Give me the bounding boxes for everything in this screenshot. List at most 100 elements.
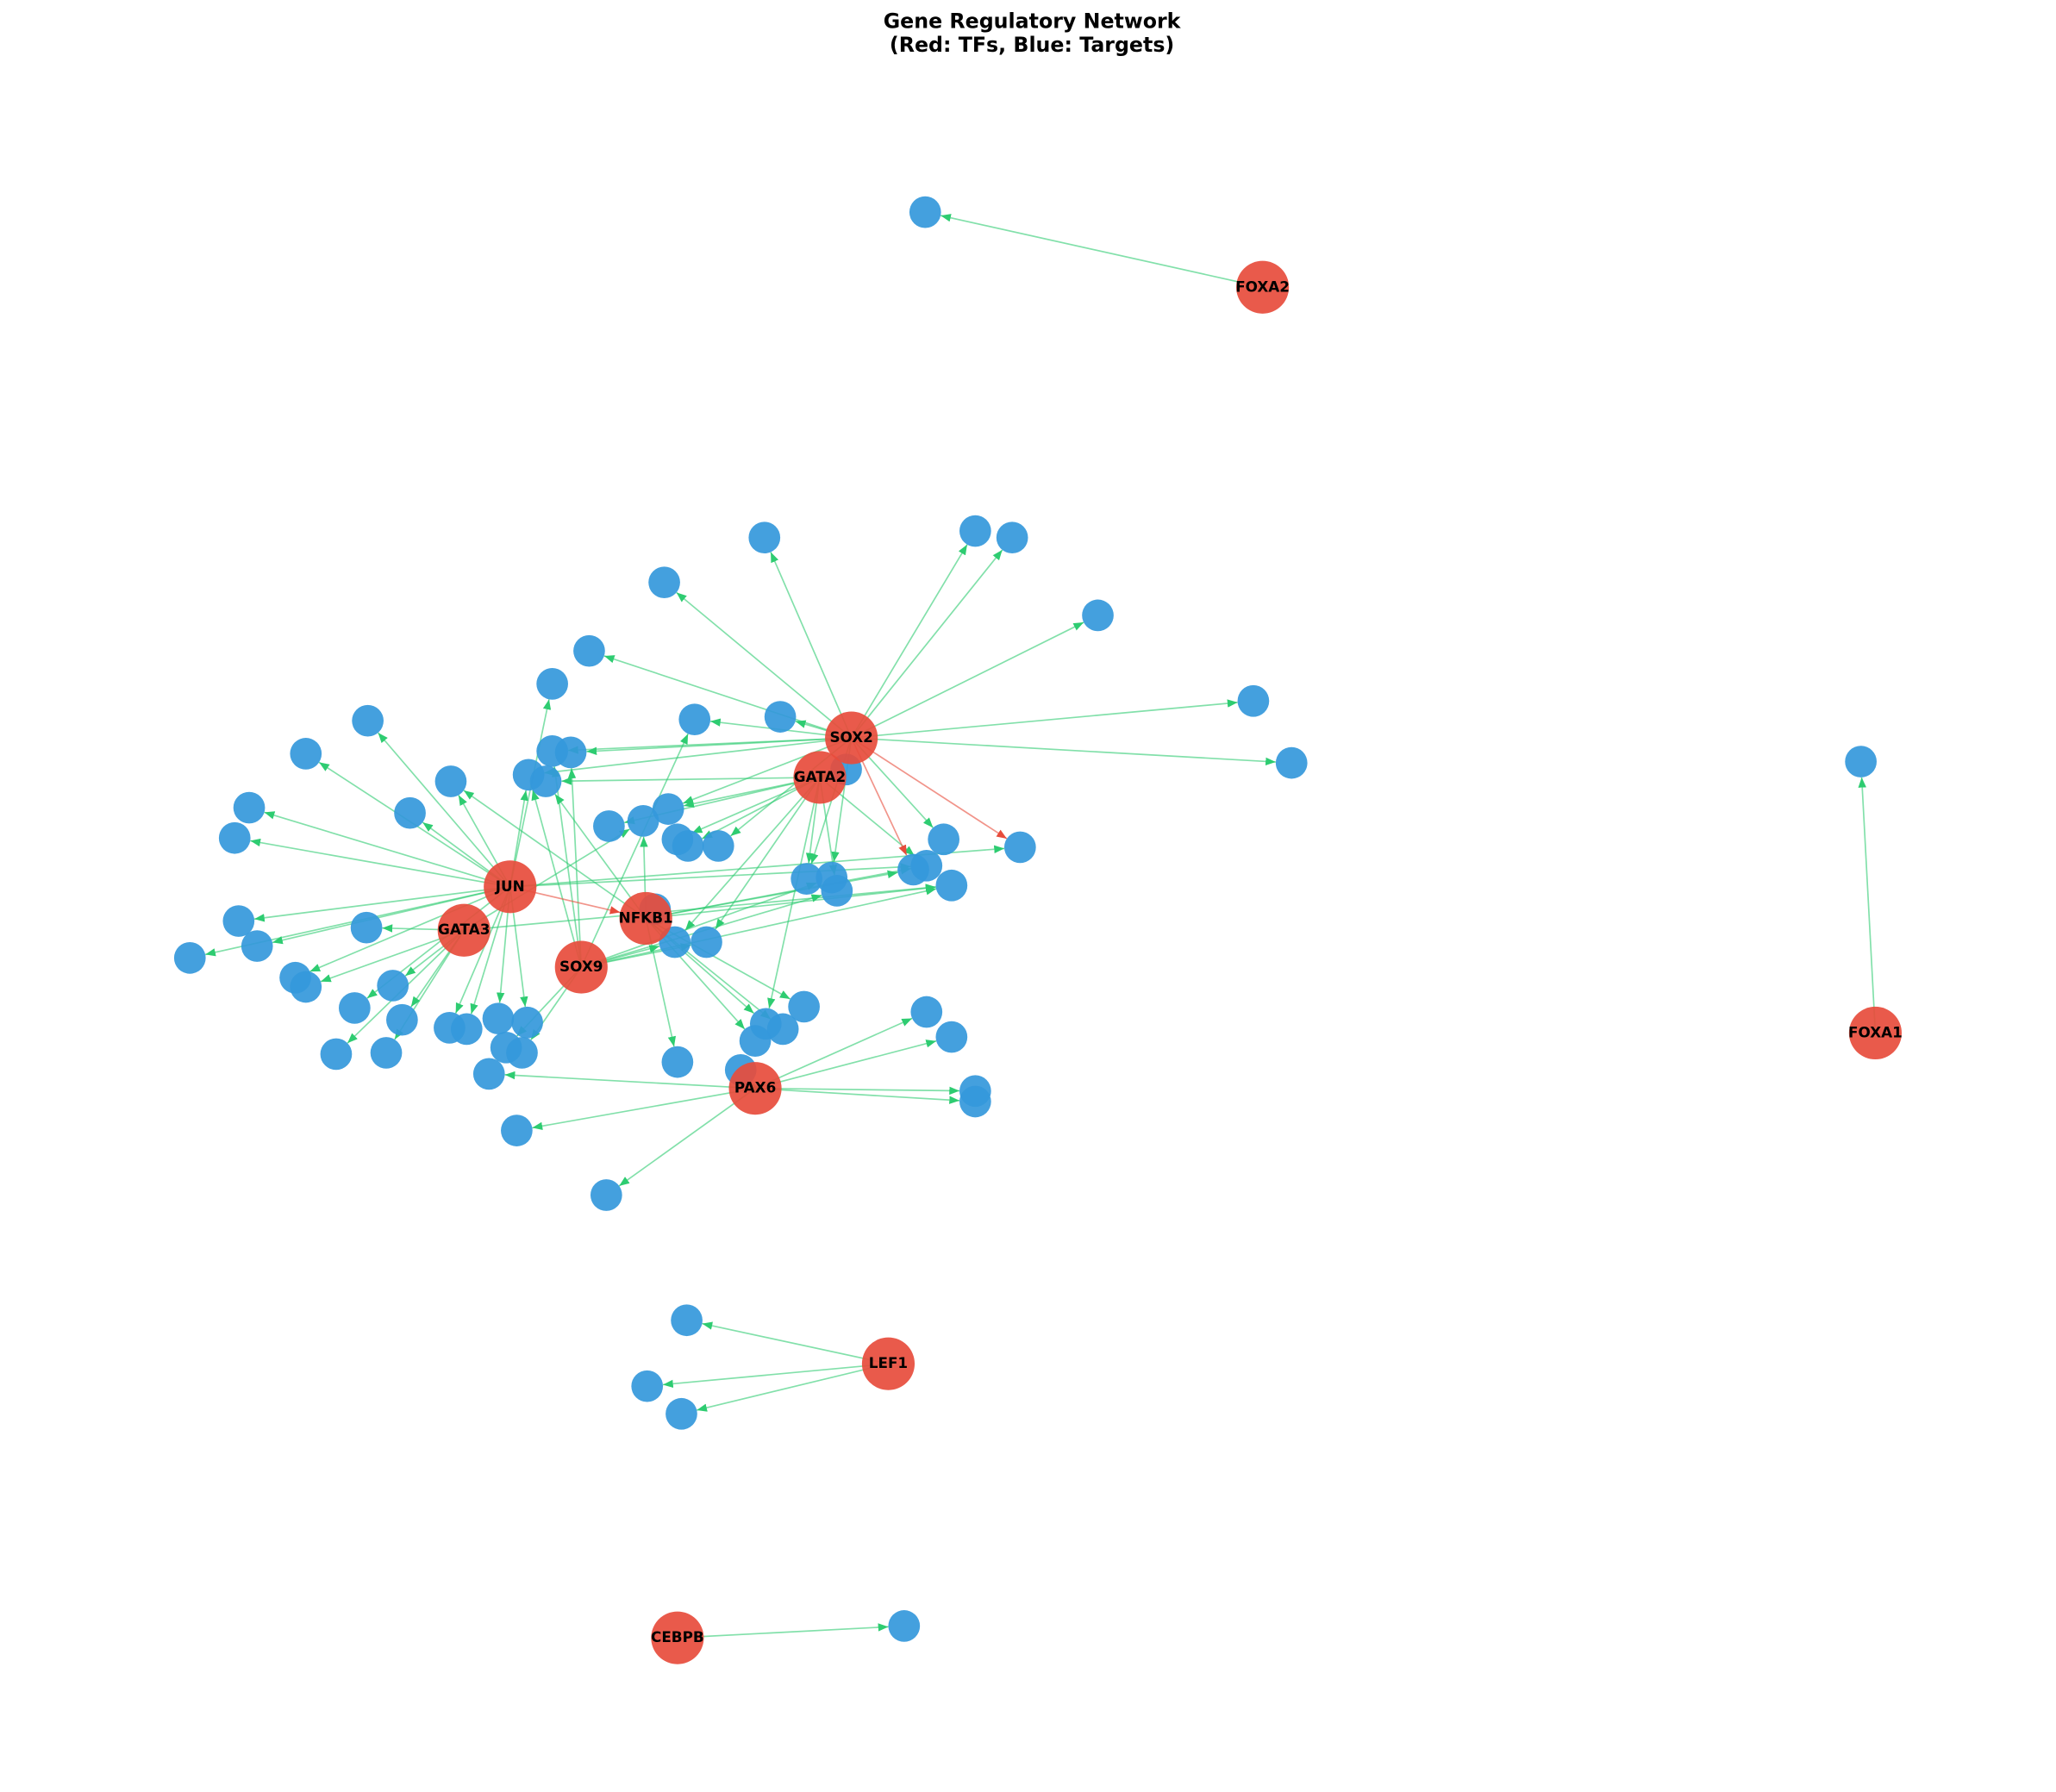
target-node <box>352 704 384 737</box>
edge <box>250 838 510 888</box>
target-node <box>350 911 383 944</box>
target-node <box>290 971 322 1003</box>
edge <box>618 1088 756 1187</box>
tf-label: SOX2 <box>829 728 872 746</box>
target-node <box>666 1397 697 1430</box>
target-node <box>935 869 968 902</box>
target-node <box>536 668 568 700</box>
tf-label: GATA3 <box>438 921 490 938</box>
edge <box>676 591 853 739</box>
edge <box>851 737 1276 766</box>
edge <box>567 737 852 754</box>
edge <box>646 870 898 920</box>
target-node <box>241 930 273 962</box>
target-node <box>320 1038 353 1071</box>
tf-node <box>619 891 672 946</box>
tf-node <box>861 1337 916 1390</box>
tf-node <box>825 711 878 765</box>
target-node <box>1237 684 1270 717</box>
edge <box>754 1017 913 1090</box>
edge <box>253 885 510 922</box>
edge <box>851 699 1238 739</box>
tf-label: GATA2 <box>794 768 846 785</box>
edge <box>567 768 583 968</box>
target-node <box>702 830 734 862</box>
target-node <box>434 1012 466 1044</box>
edge <box>544 737 852 777</box>
edge <box>463 790 647 920</box>
edge <box>509 699 552 887</box>
target-node <box>290 738 322 770</box>
target-node <box>648 566 680 599</box>
target-node <box>788 990 820 1023</box>
target-node <box>590 1179 622 1211</box>
tf-label: PAX6 <box>734 1079 776 1096</box>
target-node <box>370 1037 403 1069</box>
target-node <box>672 830 704 862</box>
edge <box>561 777 820 785</box>
target-node <box>1845 746 1877 777</box>
target-node <box>173 942 206 974</box>
tf-node <box>793 751 847 804</box>
edge <box>677 1623 889 1639</box>
edge <box>715 777 821 930</box>
tf-node <box>1236 260 1290 314</box>
target-node <box>377 970 409 1002</box>
edge <box>580 882 817 968</box>
target-node <box>506 1037 538 1069</box>
edge <box>377 732 511 888</box>
target-node <box>218 821 251 854</box>
target-node <box>661 1046 694 1078</box>
edge <box>580 733 689 968</box>
target-node <box>339 992 371 1024</box>
edge <box>463 828 630 931</box>
tf-label: FOXA2 <box>1235 278 1290 295</box>
edge <box>1858 777 1877 1033</box>
target-node <box>691 926 722 958</box>
edge <box>697 1363 889 1412</box>
nodes: SOX2 GATA2 JUN GATA3 NFKB1 SOX9 PAX6 FOXA2 FOXA1… <box>173 196 1903 1664</box>
target-node <box>573 634 605 667</box>
tf-node <box>437 903 491 957</box>
title: Gene Regulatory Network <box>884 9 1182 33</box>
target-node <box>652 793 684 825</box>
edge <box>702 1321 889 1365</box>
edge <box>851 549 1003 739</box>
target-node <box>739 1025 772 1057</box>
edge <box>770 552 853 739</box>
target-node <box>996 521 1028 554</box>
tf-node <box>651 1611 704 1664</box>
target-node <box>910 996 943 1028</box>
target-node <box>529 765 562 797</box>
target-node <box>821 875 853 907</box>
edge <box>755 1087 960 1104</box>
target-node <box>791 863 823 895</box>
target-node <box>233 791 266 824</box>
target-node <box>593 810 625 842</box>
edge <box>662 1363 889 1389</box>
edge <box>684 777 821 931</box>
target-node <box>501 1115 533 1146</box>
tf-label: FOXA1 <box>1848 1023 1903 1040</box>
subtitle: (Red: TFs, Blue: Targets) <box>890 33 1174 57</box>
target-node <box>671 1304 703 1337</box>
edge <box>504 1071 756 1090</box>
target-node <box>386 1003 418 1036</box>
target-node <box>764 701 797 733</box>
target-node <box>888 1610 921 1642</box>
tf-node <box>728 1062 782 1115</box>
target-node <box>222 905 255 937</box>
edge <box>551 766 583 968</box>
target-node <box>678 703 711 736</box>
target-node <box>909 196 941 228</box>
tf-label: JUN <box>495 877 525 895</box>
target-node <box>434 765 467 797</box>
target-node <box>1003 831 1036 864</box>
edge <box>755 1086 960 1096</box>
edge <box>940 214 1263 289</box>
target-node <box>482 1002 515 1035</box>
target-node <box>631 1370 664 1402</box>
target-node <box>1082 599 1114 632</box>
